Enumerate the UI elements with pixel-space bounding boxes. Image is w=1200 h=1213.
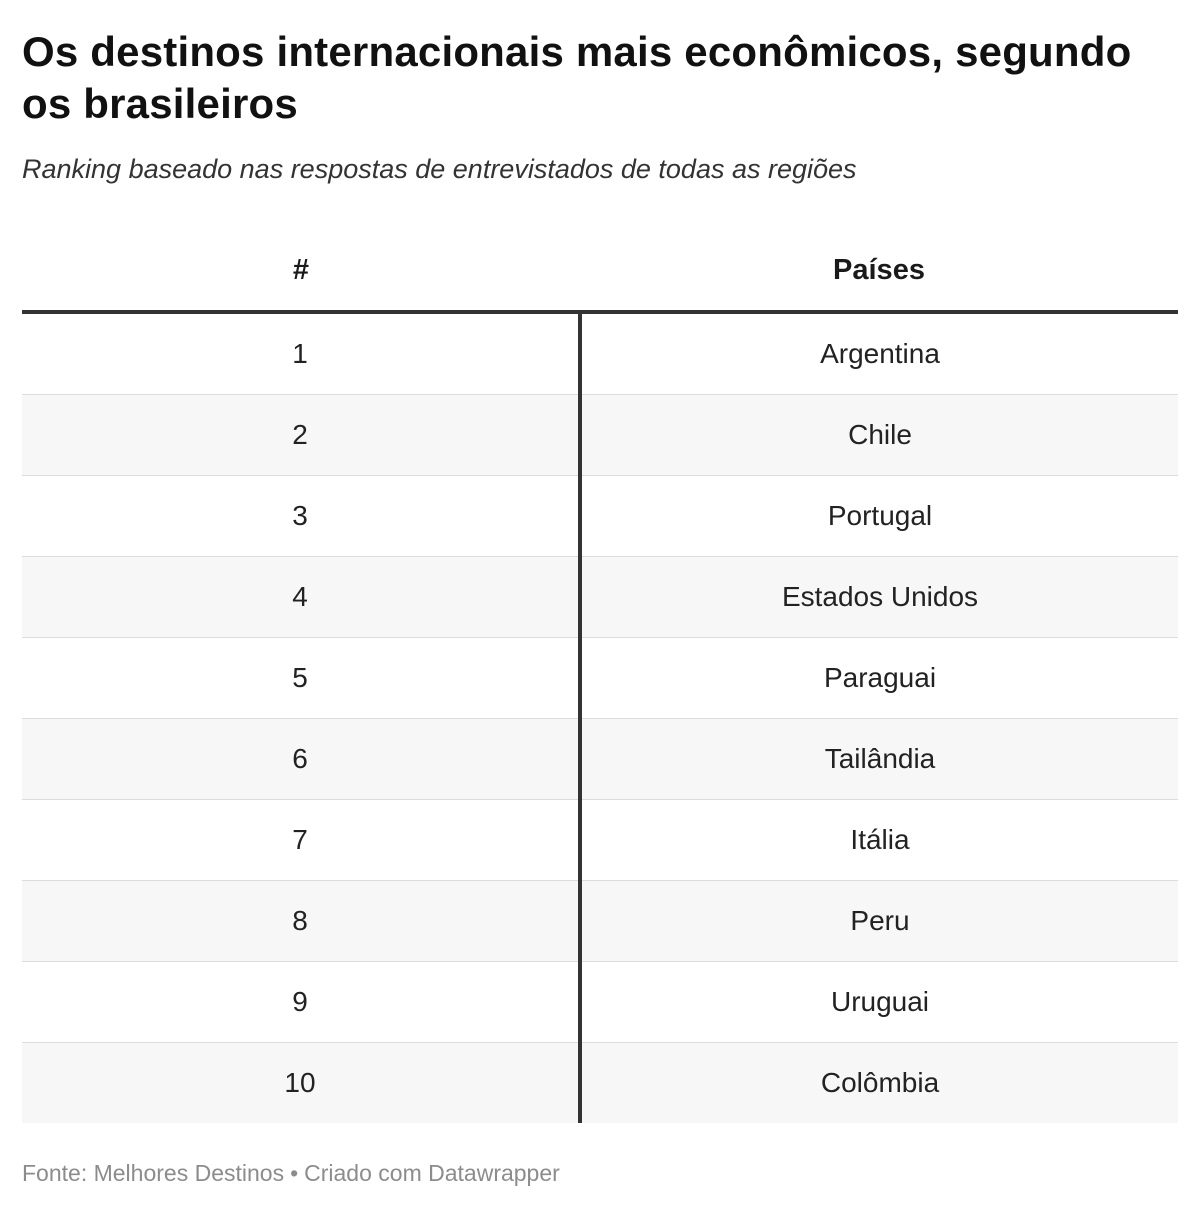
chart-title: Os destinos internacionais mais econômic… xyxy=(22,28,1132,127)
rank-cell: 5 xyxy=(22,637,582,719)
table-row: 1 Argentina xyxy=(22,312,1178,395)
footer-credit: Criado com Datawrapper xyxy=(304,1160,560,1186)
table-row: 6 Tailândia xyxy=(22,718,1178,800)
footer-separator: • xyxy=(290,1160,299,1186)
table-row: 8 Peru xyxy=(22,880,1178,962)
rank-cell: 8 xyxy=(22,880,582,962)
chart-container: Os destinos internacionais mais econômic… xyxy=(22,0,1178,1123)
chart-subtitle: Ranking baseado nas respostas de entrevi… xyxy=(22,154,857,184)
table-row: 4 Estados Unidos xyxy=(22,556,1178,638)
column-header-rank: # xyxy=(22,230,580,314)
table-row: 2 Chile xyxy=(22,394,1178,476)
country-cell: Paraguai xyxy=(580,637,1178,719)
rank-cell: 7 xyxy=(22,799,582,881)
rank-cell: 2 xyxy=(22,394,582,476)
rank-cell: 9 xyxy=(22,961,582,1043)
rank-cell: 3 xyxy=(22,475,582,557)
table-row: 9 Uruguai xyxy=(22,961,1178,1043)
country-cell: Tailândia xyxy=(580,718,1178,800)
table-body: 1 Argentina 2 Chile 3 Portugal 4 Estados Unidos… xyxy=(22,312,1178,1123)
chart-footer: Fonte: Melhores Destinos • Criado com Data… xyxy=(22,1160,560,1187)
country-cell: Chile xyxy=(580,394,1178,476)
rank-cell: 4 xyxy=(22,556,582,638)
country-cell: Colômbia xyxy=(580,1042,1178,1123)
table-row: 3 Portugal xyxy=(22,475,1178,557)
footer-source: Fonte: Melhores Destinos xyxy=(22,1160,285,1186)
table-row: 7 Itália xyxy=(22,799,1178,881)
ranking-table: # Países 1 Argentina 2 Chile 3 Portugal 4 Estad… xyxy=(22,230,1178,1123)
country-cell: Itália xyxy=(580,799,1178,881)
country-cell: Estados Unidos xyxy=(580,556,1178,638)
column-header-country: Países xyxy=(580,230,1178,314)
country-cell: Peru xyxy=(580,880,1178,962)
country-cell: Portugal xyxy=(580,475,1178,557)
country-cell: Uruguai xyxy=(580,961,1178,1043)
rank-cell: 1 xyxy=(22,312,582,395)
table-row: 10 Colômbia xyxy=(22,1042,1178,1123)
table-header-row: # Países xyxy=(22,230,1178,314)
rank-cell: 6 xyxy=(22,718,582,800)
table-row: 5 Paraguai xyxy=(22,637,1178,719)
country-cell: Argentina xyxy=(580,312,1178,395)
rank-cell: 10 xyxy=(22,1042,582,1123)
